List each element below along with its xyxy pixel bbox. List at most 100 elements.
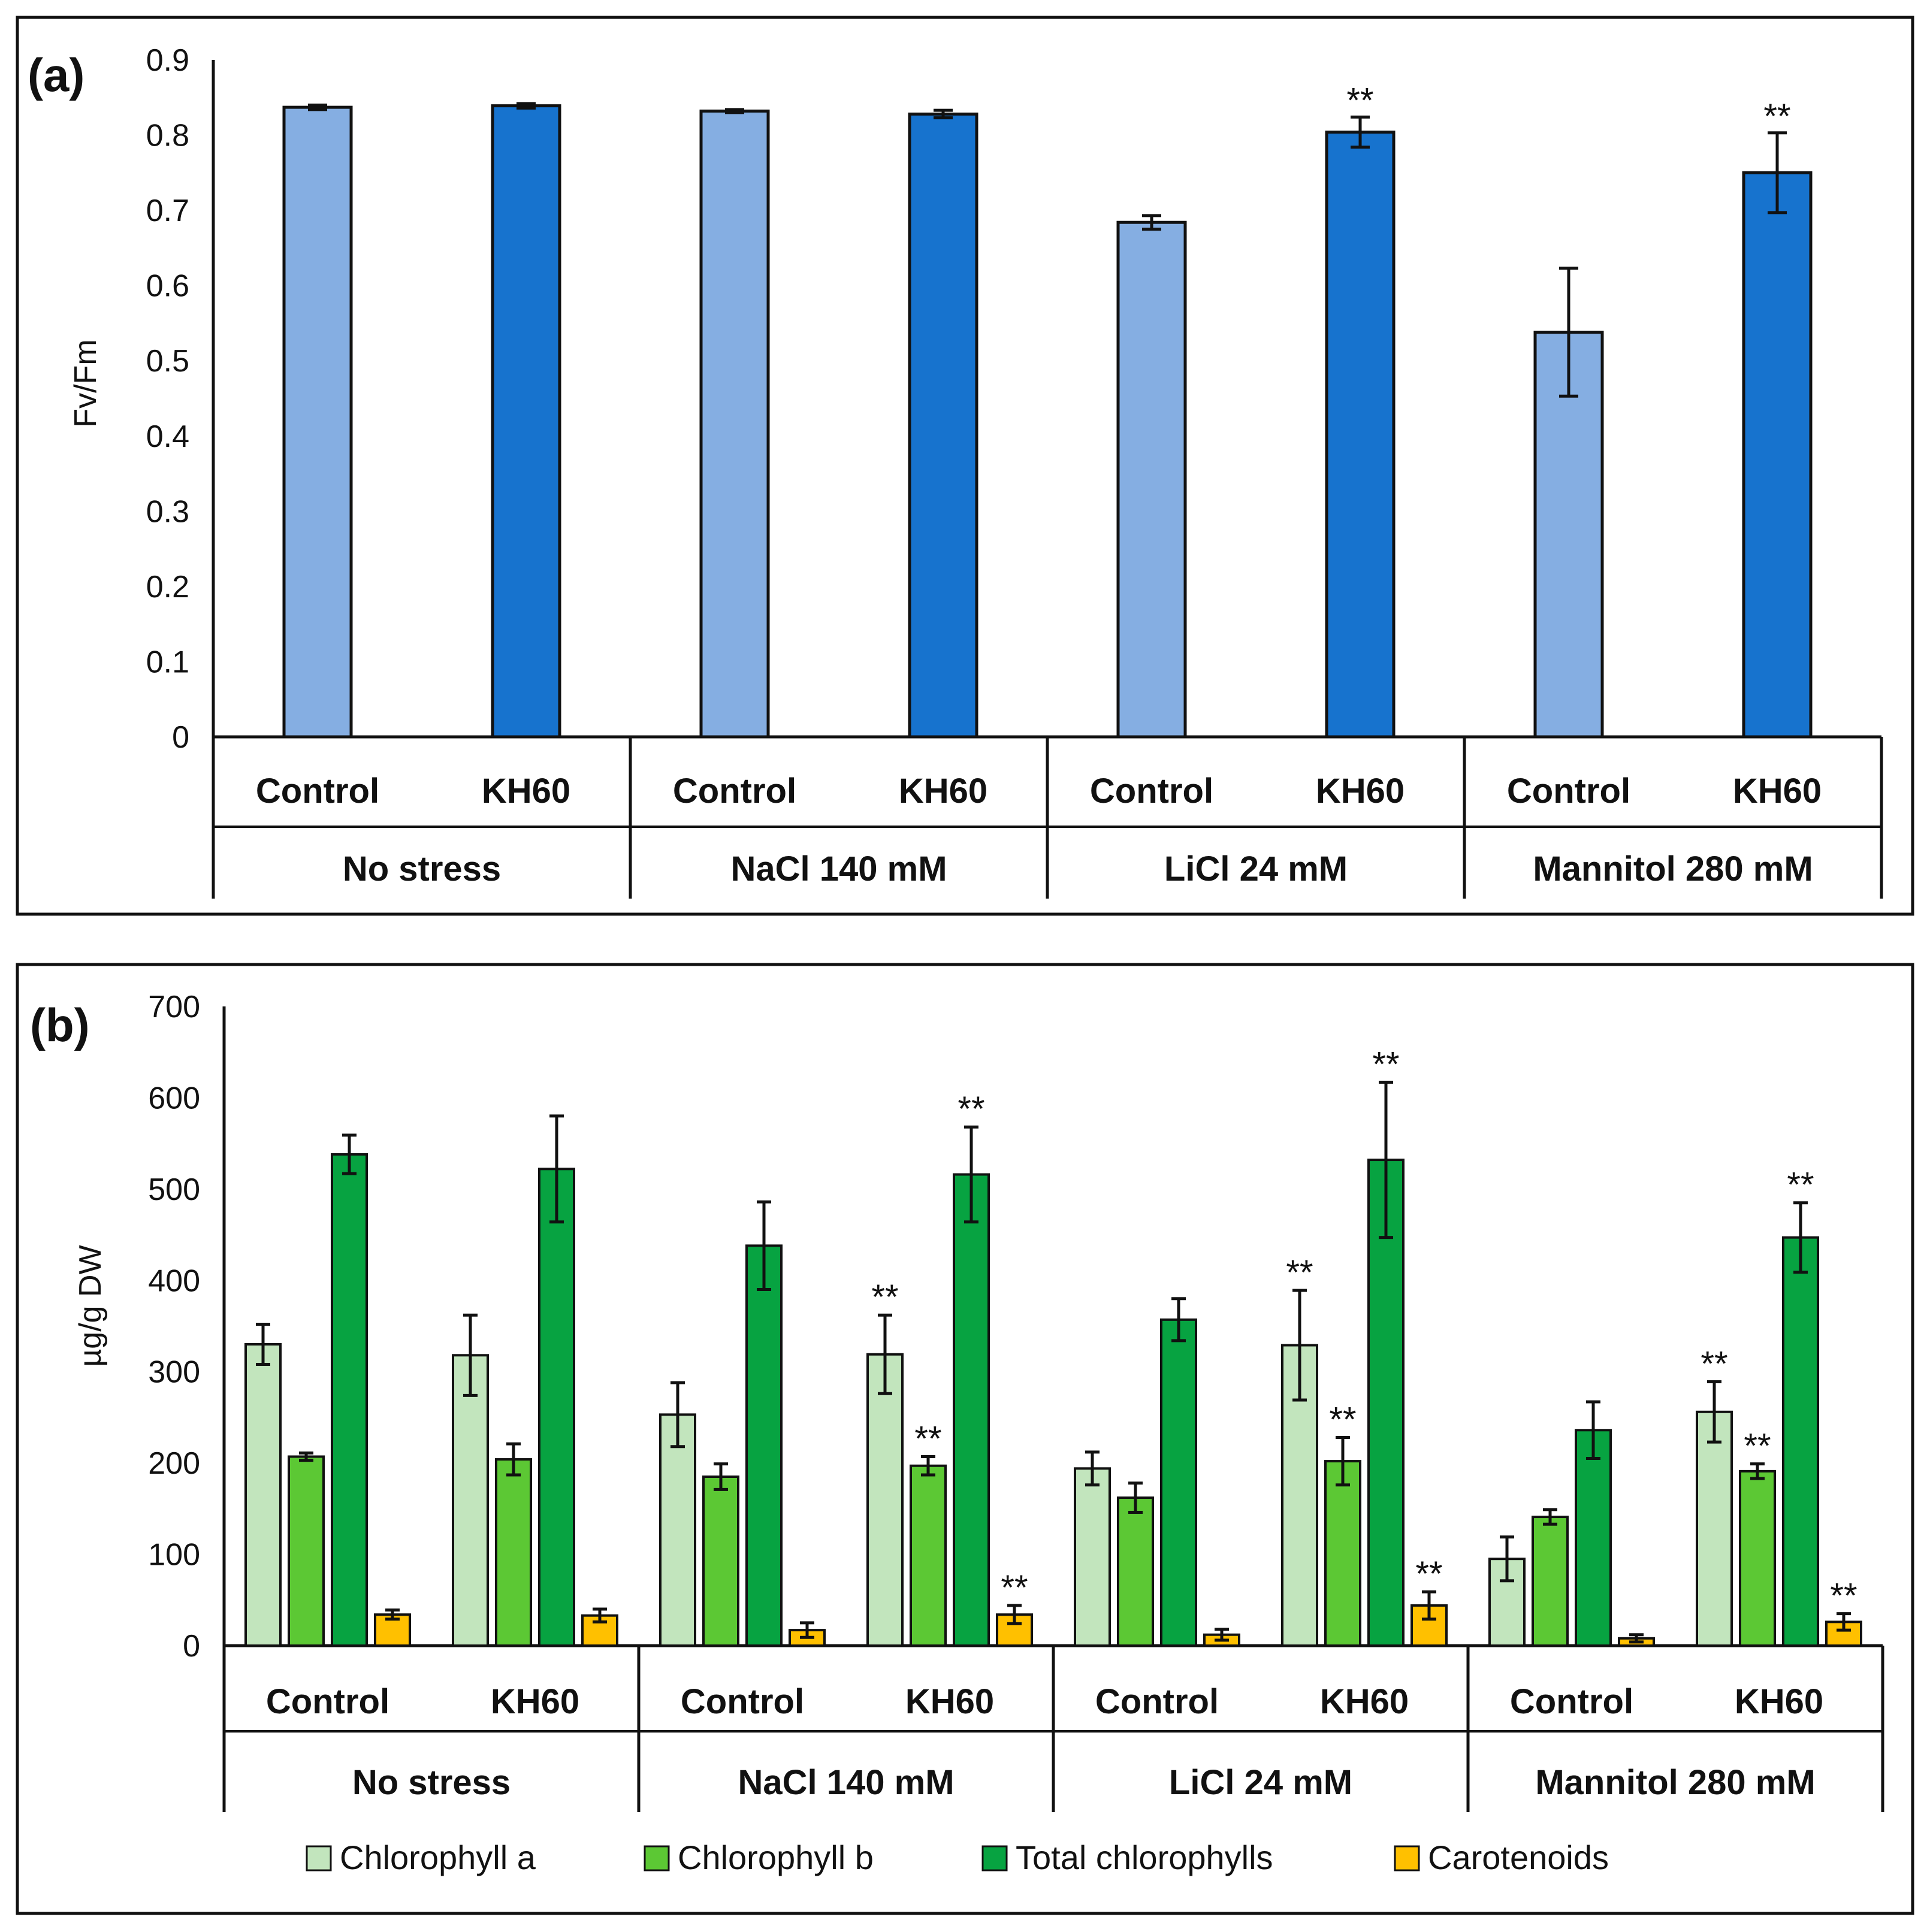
panel-b-group-label: LiCl 24 mM — [1169, 1763, 1352, 1802]
panel-a-subcategory-label: KH60 — [1733, 772, 1822, 811]
panel-a-significance: ** — [1346, 81, 1373, 120]
panel-b-subcategory-label: Control — [1510, 1682, 1633, 1721]
panel-b-significance: ** — [914, 1419, 941, 1458]
panel-a-significance: ** — [1763, 97, 1790, 136]
legend-label: Total chlorophylls — [1016, 1839, 1273, 1876]
panel-a-y-tick-label: 0.7 — [146, 193, 189, 228]
panel-a-y-tick-label: 0.1 — [146, 645, 189, 679]
panel-b-subcategory-label: KH60 — [905, 1682, 994, 1721]
legend-label: Carotenoids — [1428, 1839, 1609, 1876]
panel-b-bar — [1324, 1460, 1361, 1647]
panel-b-significance: ** — [1329, 1400, 1356, 1439]
panel-b-subcategory-label: Control — [266, 1682, 389, 1721]
legend-swatch — [644, 1845, 670, 1871]
panel-b-ylabel: µg/g DW — [73, 1245, 108, 1366]
panel-a-y-tick-label: 0.4 — [146, 419, 189, 454]
panel-b-y-tick-label: 300 — [148, 1355, 200, 1390]
legend-label: Chlorophyll b — [678, 1839, 874, 1876]
panel-a-bar — [699, 109, 770, 739]
panel-a-subcategory-label: Control — [1507, 772, 1630, 811]
panel-b-frame — [16, 963, 1914, 1915]
panel-b-significance: ** — [1415, 1555, 1442, 1594]
panel-a-y-tick-label: 0.6 — [146, 269, 189, 304]
panel-b-significance: ** — [1372, 1045, 1399, 1084]
panel-b-bar — [495, 1458, 532, 1647]
panel-a-subcategory-label: Control — [1090, 772, 1213, 811]
panel-b-significance: ** — [1787, 1166, 1814, 1205]
panel-a-label: (a) — [28, 49, 84, 101]
panel-b-bar — [1696, 1410, 1733, 1647]
legend-swatch — [981, 1845, 1008, 1871]
panel-a-subcategory-label: KH60 — [482, 772, 570, 811]
panel-b-bar — [1532, 1516, 1569, 1647]
panel-b-subcategory-label: Control — [681, 1682, 804, 1721]
panel-a-group-label: Mannitol 280 mM — [1533, 849, 1813, 888]
panel-b-y-tick-label: 400 — [148, 1263, 200, 1298]
panel-b-bar — [452, 1354, 489, 1647]
panel-a-group-label: NaCl 140 mM — [730, 849, 947, 888]
panel-a-bar — [908, 112, 978, 739]
panel-b-y-tick-label: 200 — [148, 1446, 200, 1481]
panel-b-bar — [288, 1455, 325, 1647]
panel-b-chart: 0 100 200 300 400 500 600 700 Control KH60 No stre… — [148, 990, 1884, 1812]
legend-swatch — [306, 1845, 332, 1871]
panel-a-subcategory-label: KH60 — [899, 772, 987, 811]
panel-b-bar — [953, 1173, 990, 1647]
legend-swatch — [1394, 1845, 1420, 1871]
panel-b-bar — [1074, 1467, 1111, 1647]
panel-b-bar — [331, 1153, 368, 1647]
panel-b-bar — [1782, 1236, 1819, 1647]
panel-a-y-tick-label: 0.9 — [146, 43, 189, 78]
panel-a-bar — [491, 104, 561, 739]
panel-b-y-tick-label: 600 — [148, 1081, 200, 1115]
panel-b-bar — [866, 1353, 904, 1647]
panel-b-subcategory-label: KH60 — [491, 1682, 579, 1721]
panel-b-bar — [1575, 1429, 1612, 1647]
panel-a-y-tick-label: 0.8 — [146, 119, 189, 153]
panel-b-bar — [745, 1244, 783, 1647]
panel-a-subcategory-label: Control — [673, 772, 796, 811]
panel-a-group-label: No stress — [343, 849, 501, 888]
panel-a-bar — [1533, 331, 1604, 739]
panel-a-frame — [16, 16, 1914, 916]
panel-a-subcategory-label: Control — [256, 772, 379, 811]
panel-b-subcategory-label: KH60 — [1320, 1682, 1409, 1721]
panel-a-subcategory-label: KH60 — [1316, 772, 1405, 811]
panel-b-y-tick-label: 100 — [148, 1538, 200, 1573]
panel-b-y-tick-label: 500 — [148, 1172, 200, 1207]
panel-b-significance: ** — [1701, 1344, 1727, 1383]
panel-b-bar — [244, 1343, 282, 1647]
panel-b-subcategory-label: KH60 — [1735, 1682, 1823, 1721]
panel-b-group-label: NaCl 140 mM — [738, 1763, 954, 1802]
panel-a-y-tick-label: 0.5 — [146, 344, 189, 379]
panel-a-ylabel: Fv/Fm — [68, 339, 103, 427]
panel-b-group-label: No stress — [352, 1763, 511, 1802]
panel-b-bar — [1160, 1318, 1197, 1647]
panel-b-group-label: Mannitol 280 mM — [1535, 1763, 1815, 1802]
panel-b-bar — [538, 1168, 575, 1647]
panel-b-significance: ** — [871, 1278, 898, 1317]
panel-b-significance: ** — [1744, 1427, 1771, 1466]
panel-b-significance: ** — [1286, 1253, 1313, 1292]
panel-b-bar — [1739, 1470, 1776, 1647]
panel-a-bar — [1742, 171, 1813, 739]
panel-a-bar — [282, 105, 353, 739]
panel-a-y-tick-label: 0.2 — [146, 570, 189, 604]
panel-a-chart: 0 0.1 0.2 0.3 0.4 0.5 0.6 0.7 0.8 0.9 Control KH60 N… — [146, 43, 1883, 899]
panel-b-legend: Chlorophyll a Chlorophyll b Total chloroph… — [306, 1839, 1609, 1876]
panel-b-significance: ** — [1001, 1568, 1028, 1607]
panel-a-y-tick-label: 0.3 — [146, 494, 189, 529]
panel-b-y-tick-label: 0 — [183, 1629, 200, 1664]
panel-a-y-tick-label: 0 — [172, 720, 189, 755]
panel-b-bar — [910, 1464, 947, 1647]
panel-a-group-label: LiCl 24 mM — [1164, 849, 1348, 888]
panel-a-bar — [1116, 220, 1187, 739]
panel-b-bar — [1117, 1496, 1154, 1647]
panel-b-significance: ** — [1830, 1577, 1857, 1616]
panel-a-bar — [1325, 131, 1396, 739]
panel-b-subcategory-label: Control — [1095, 1682, 1219, 1721]
panel-b-bar — [702, 1476, 739, 1647]
legend-label: Chlorophyll a — [340, 1839, 536, 1876]
panel-b-bar — [659, 1413, 696, 1647]
